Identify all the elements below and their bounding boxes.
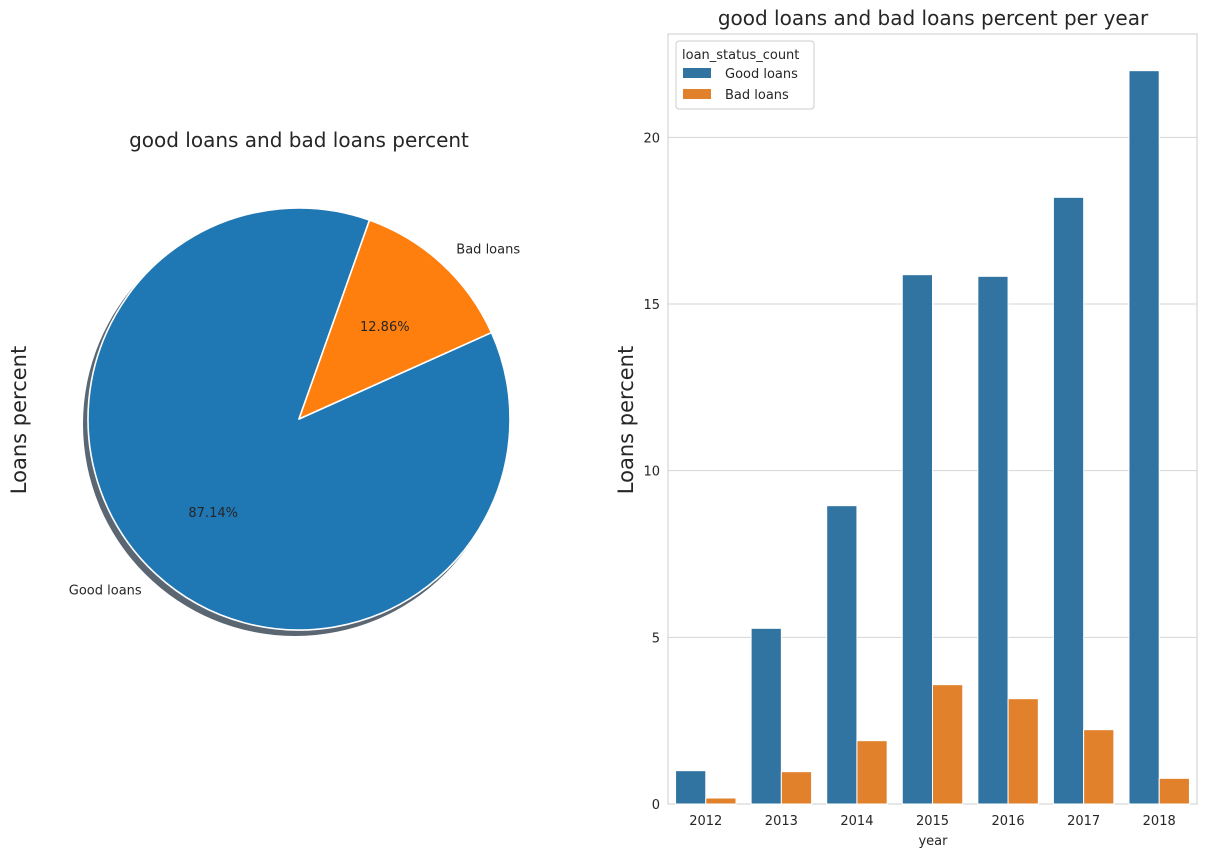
- legend-swatch: [683, 68, 711, 78]
- bar-good-loans-2016: [977, 275, 1009, 805]
- pie-slices: [87, 207, 511, 631]
- bar-bad-loans-2015: [932, 684, 964, 805]
- bar-bad-loans-2013: [780, 771, 813, 805]
- pie-labels: Good loans 87.14% Bad loans 12.86%: [69, 242, 521, 598]
- bar-title: good loans and bad loans percent per yea…: [718, 6, 1149, 30]
- bar-good-loans-2018: [1128, 70, 1160, 805]
- x-tick-label: 2016: [992, 814, 1025, 829]
- bar-bad-loans-2012: [705, 797, 737, 805]
- pie-slice-bad-loans: [298, 219, 493, 420]
- bar-xlabel: year: [918, 834, 948, 849]
- x-tick-label: 2018: [1143, 814, 1176, 829]
- x-tick-label: 2017: [1067, 814, 1100, 829]
- x-tick-label: 2015: [916, 814, 949, 829]
- bar-ylabel: Loans percent: [614, 346, 638, 494]
- y-tick-label: 0: [652, 798, 660, 813]
- pie-label: Good loans: [69, 584, 142, 599]
- legend-items: Good loans Bad loans: [683, 67, 798, 103]
- x-tick-labels: 2012 2013 2014 2015 2016 2017 2018: [689, 814, 1176, 829]
- y-tick-label: 5: [652, 631, 660, 646]
- bar-bad-loans-2018: [1158, 777, 1190, 805]
- bar-good-loans-2015: [901, 274, 933, 805]
- pie-value-label: 87.14%: [188, 506, 238, 521]
- y-tick-labels: 0 5 10 15 20: [643, 131, 660, 813]
- bar-good-loans-2017: [1052, 196, 1085, 805]
- bar-bad-loans-2014: [856, 740, 888, 805]
- bar-good-loans-2014: [826, 505, 858, 805]
- bar-bad-loans-2017: [1083, 729, 1115, 805]
- x-tick-label: 2012: [689, 814, 722, 829]
- legend-label: Bad loans: [725, 88, 789, 103]
- y-tick-label: 15: [643, 298, 660, 313]
- legend: loan_status_count Good loans Bad loans: [675, 40, 815, 110]
- x-tick-label: 2013: [765, 814, 798, 829]
- legend-label: Good loans: [725, 67, 798, 82]
- bars: [675, 70, 1190, 805]
- pie-chart: good loans and bad loans percent Loans p…: [7, 128, 520, 636]
- y-tick-label: 10: [643, 465, 660, 480]
- y-tick-label: 20: [643, 131, 660, 146]
- pie-value-label: 12.86%: [360, 320, 410, 335]
- pie-label: Bad loans: [456, 242, 520, 257]
- bar-bad-loans-2016: [1007, 698, 1039, 805]
- x-tick-label: 2014: [840, 814, 873, 829]
- legend-swatch: [683, 89, 711, 99]
- legend-title: loan_status_count: [682, 48, 799, 63]
- pie-ylabel: Loans percent: [7, 346, 31, 494]
- pie-title: good loans and bad loans percent: [129, 128, 469, 152]
- bar-good-loans-2012: [675, 770, 707, 805]
- bar-chart: good loans and bad loans percent per yea…: [614, 6, 1198, 849]
- bar-good-loans-2013: [750, 627, 782, 805]
